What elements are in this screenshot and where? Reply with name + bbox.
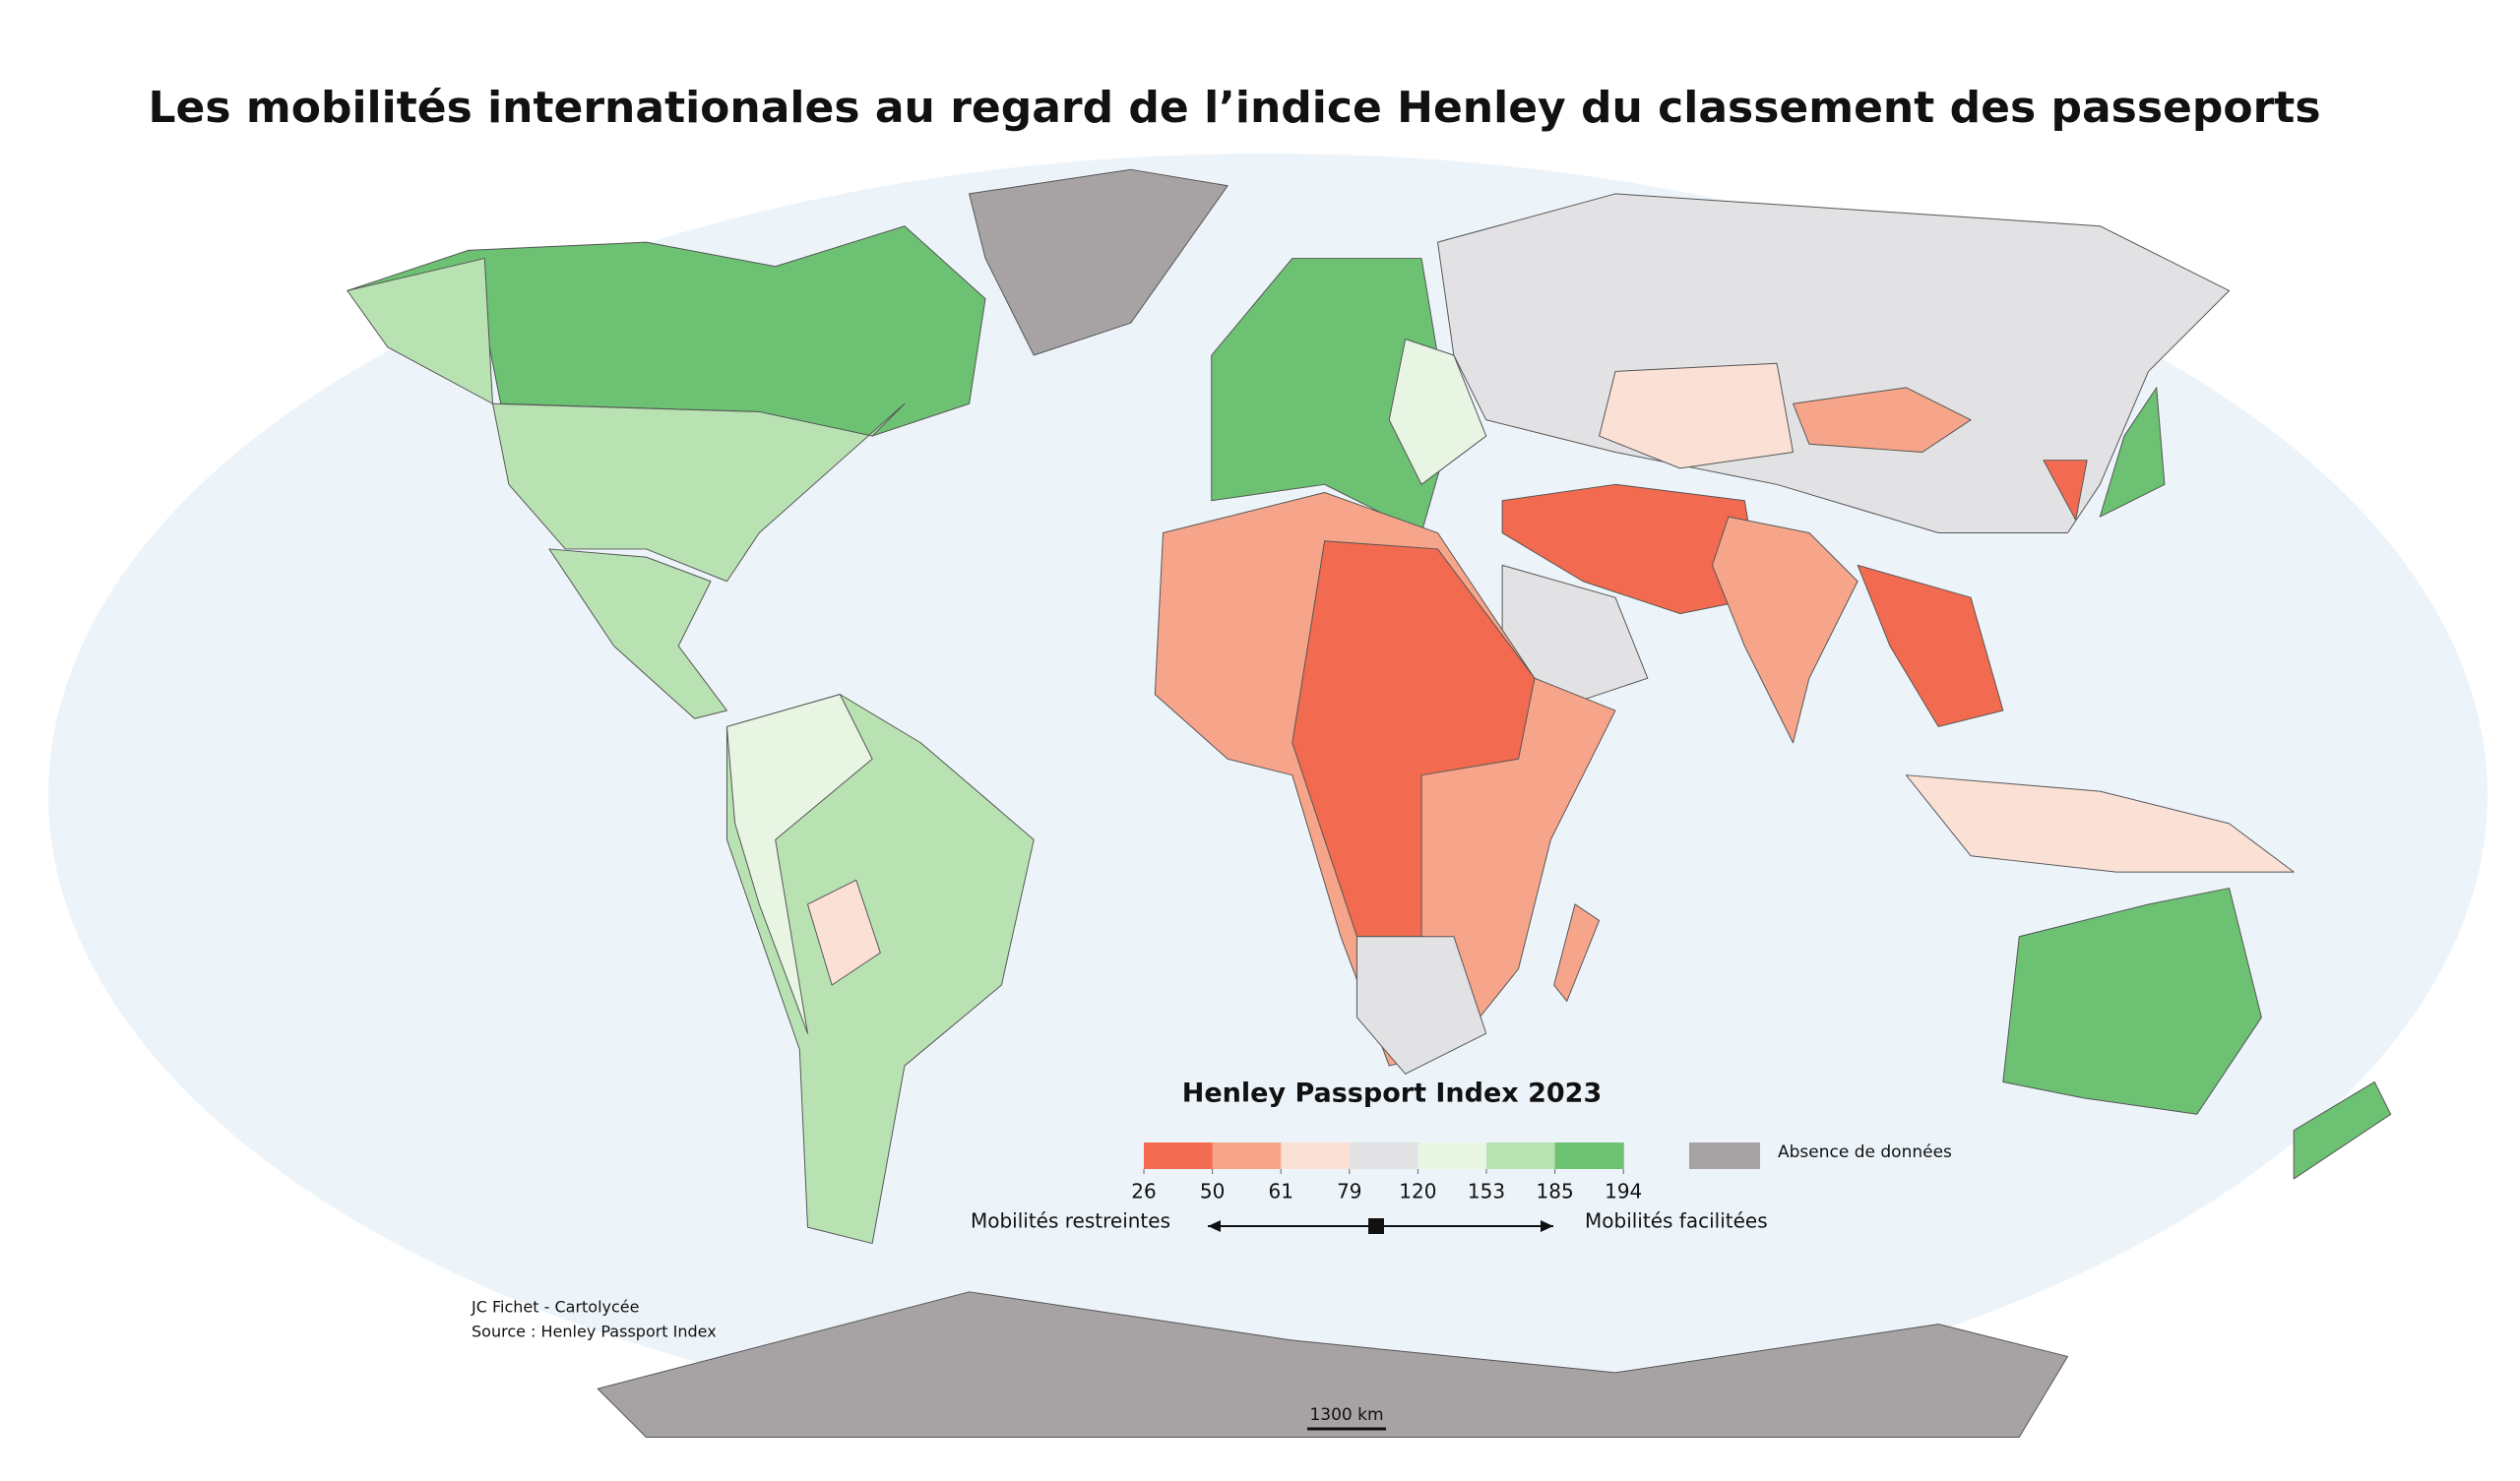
legend-low-label: Mobilités restreintes	[971, 1209, 1170, 1233]
arrow-head	[1208, 1220, 1221, 1232]
legend: 26 50 61 79 120 153 185 194 Absence de données	[1131, 1142, 1952, 1203]
india	[1711, 516, 1858, 744]
southeast-asia	[1857, 564, 2004, 727]
madagascar	[1553, 903, 1601, 1002]
usa	[492, 402, 906, 583]
legend-swatch	[1281, 1142, 1351, 1169]
arrow-center	[1368, 1218, 1384, 1234]
credit: JC Fichet - Cartolycée	[471, 1298, 639, 1317]
legend-break-label: 194	[1605, 1180, 1642, 1203]
australia	[2002, 888, 2262, 1115]
kazakhstan	[1599, 362, 1795, 469]
legend-swatch	[1486, 1142, 1556, 1169]
eastern-europe	[1388, 339, 1487, 485]
legend-break-label: 120	[1399, 1180, 1436, 1203]
bolivia	[807, 879, 881, 986]
legend-break-label: 153	[1468, 1180, 1505, 1203]
legend-swatch	[1349, 1142, 1418, 1169]
arrow-head	[1541, 1220, 1553, 1232]
antarctica	[597, 1291, 2068, 1438]
canada	[346, 225, 986, 437]
korea	[2043, 460, 2088, 521]
credit: Source : Henley Passport Index	[472, 1323, 717, 1341]
legend-break-label: 50	[1200, 1180, 1225, 1203]
land-masses	[346, 168, 2392, 1438]
legend-no-data-label: Absence de données	[1778, 1142, 1952, 1162]
legend-swatch	[1554, 1142, 1624, 1169]
japan	[2099, 387, 2166, 518]
legend-title: Henley Passport Index 2023	[1182, 1079, 1603, 1109]
andes	[725, 694, 873, 1034]
legend-high-label: Mobilités facilitées	[1585, 1209, 1768, 1233]
map-title: Les mobilités internationales au regard …	[148, 83, 2320, 133]
central-africa	[1292, 540, 1536, 938]
southern-africa	[1355, 936, 1487, 1075]
new-zealand	[2293, 1080, 2392, 1180]
legend-swatch	[1144, 1142, 1214, 1169]
middle-east	[1501, 483, 1762, 615]
legend-break-label: 61	[1268, 1180, 1292, 1203]
legend-break-label: 79	[1337, 1180, 1361, 1203]
scale-bar-label: 1300 km	[1309, 1405, 1383, 1425]
legend-break-label: 26	[1131, 1180, 1156, 1203]
legend-swatch	[1418, 1142, 1487, 1169]
legend-break-label: 185	[1537, 1180, 1574, 1203]
legend-no-data-swatch	[1689, 1142, 1760, 1169]
greenland	[969, 168, 1228, 356]
mexico	[548, 548, 727, 719]
mongolia	[1793, 387, 1972, 453]
indonesia	[1905, 774, 2295, 873]
south-america	[725, 694, 1035, 1245]
legend-swatch	[1212, 1142, 1282, 1169]
